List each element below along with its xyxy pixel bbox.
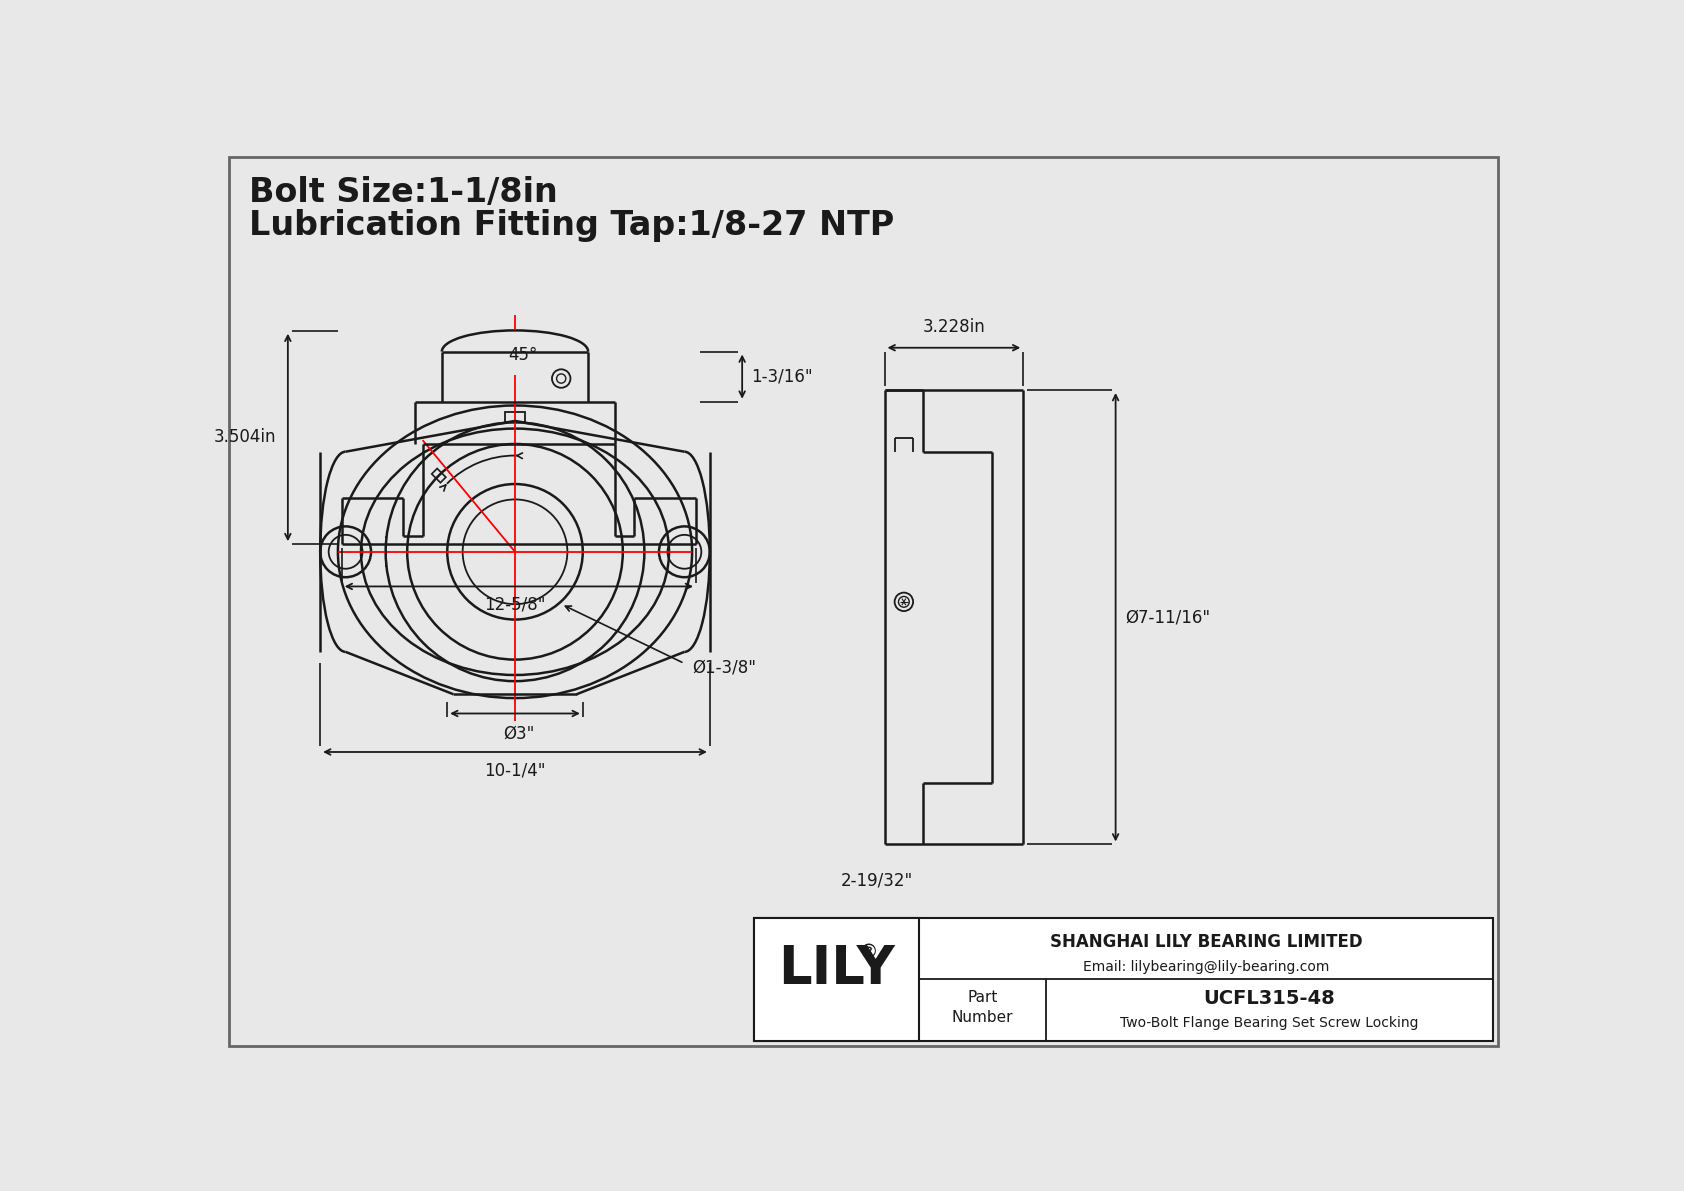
Text: Ø3": Ø3" xyxy=(504,725,534,743)
Text: 3.228in: 3.228in xyxy=(923,318,985,336)
Bar xyxy=(754,917,919,1041)
Text: Ø7-11/16": Ø7-11/16" xyxy=(1125,609,1211,626)
Bar xyxy=(431,468,446,482)
Text: 12-5/8": 12-5/8" xyxy=(485,596,546,613)
Text: LILY: LILY xyxy=(778,943,894,996)
Text: UCFL315-48: UCFL315-48 xyxy=(1204,990,1335,1009)
Text: 2-19/32": 2-19/32" xyxy=(840,872,913,890)
Text: Two-Bolt Flange Bearing Set Screw Locking: Two-Bolt Flange Bearing Set Screw Lockin… xyxy=(1120,1016,1420,1030)
Text: Ø1-3/8": Ø1-3/8" xyxy=(692,659,756,676)
Text: SHANGHAI LILY BEARING LIMITED: SHANGHAI LILY BEARING LIMITED xyxy=(1049,934,1362,952)
Bar xyxy=(505,412,525,423)
Text: 1-3/16": 1-3/16" xyxy=(751,368,813,386)
Text: Bolt Size:1-1/8in: Bolt Size:1-1/8in xyxy=(249,176,557,210)
Text: Email: lilybearing@lily-bearing.com: Email: lilybearing@lily-bearing.com xyxy=(1083,960,1329,974)
Bar xyxy=(754,917,1494,1041)
Text: Part
Number: Part Number xyxy=(951,990,1014,1025)
Text: 45°: 45° xyxy=(509,347,537,364)
Text: 10-1/4": 10-1/4" xyxy=(485,761,546,779)
Text: ®: ® xyxy=(859,942,877,961)
Text: Lubrication Fitting Tap:1/8-27 NTP: Lubrication Fitting Tap:1/8-27 NTP xyxy=(249,210,894,242)
Text: 3.504in: 3.504in xyxy=(214,429,276,447)
